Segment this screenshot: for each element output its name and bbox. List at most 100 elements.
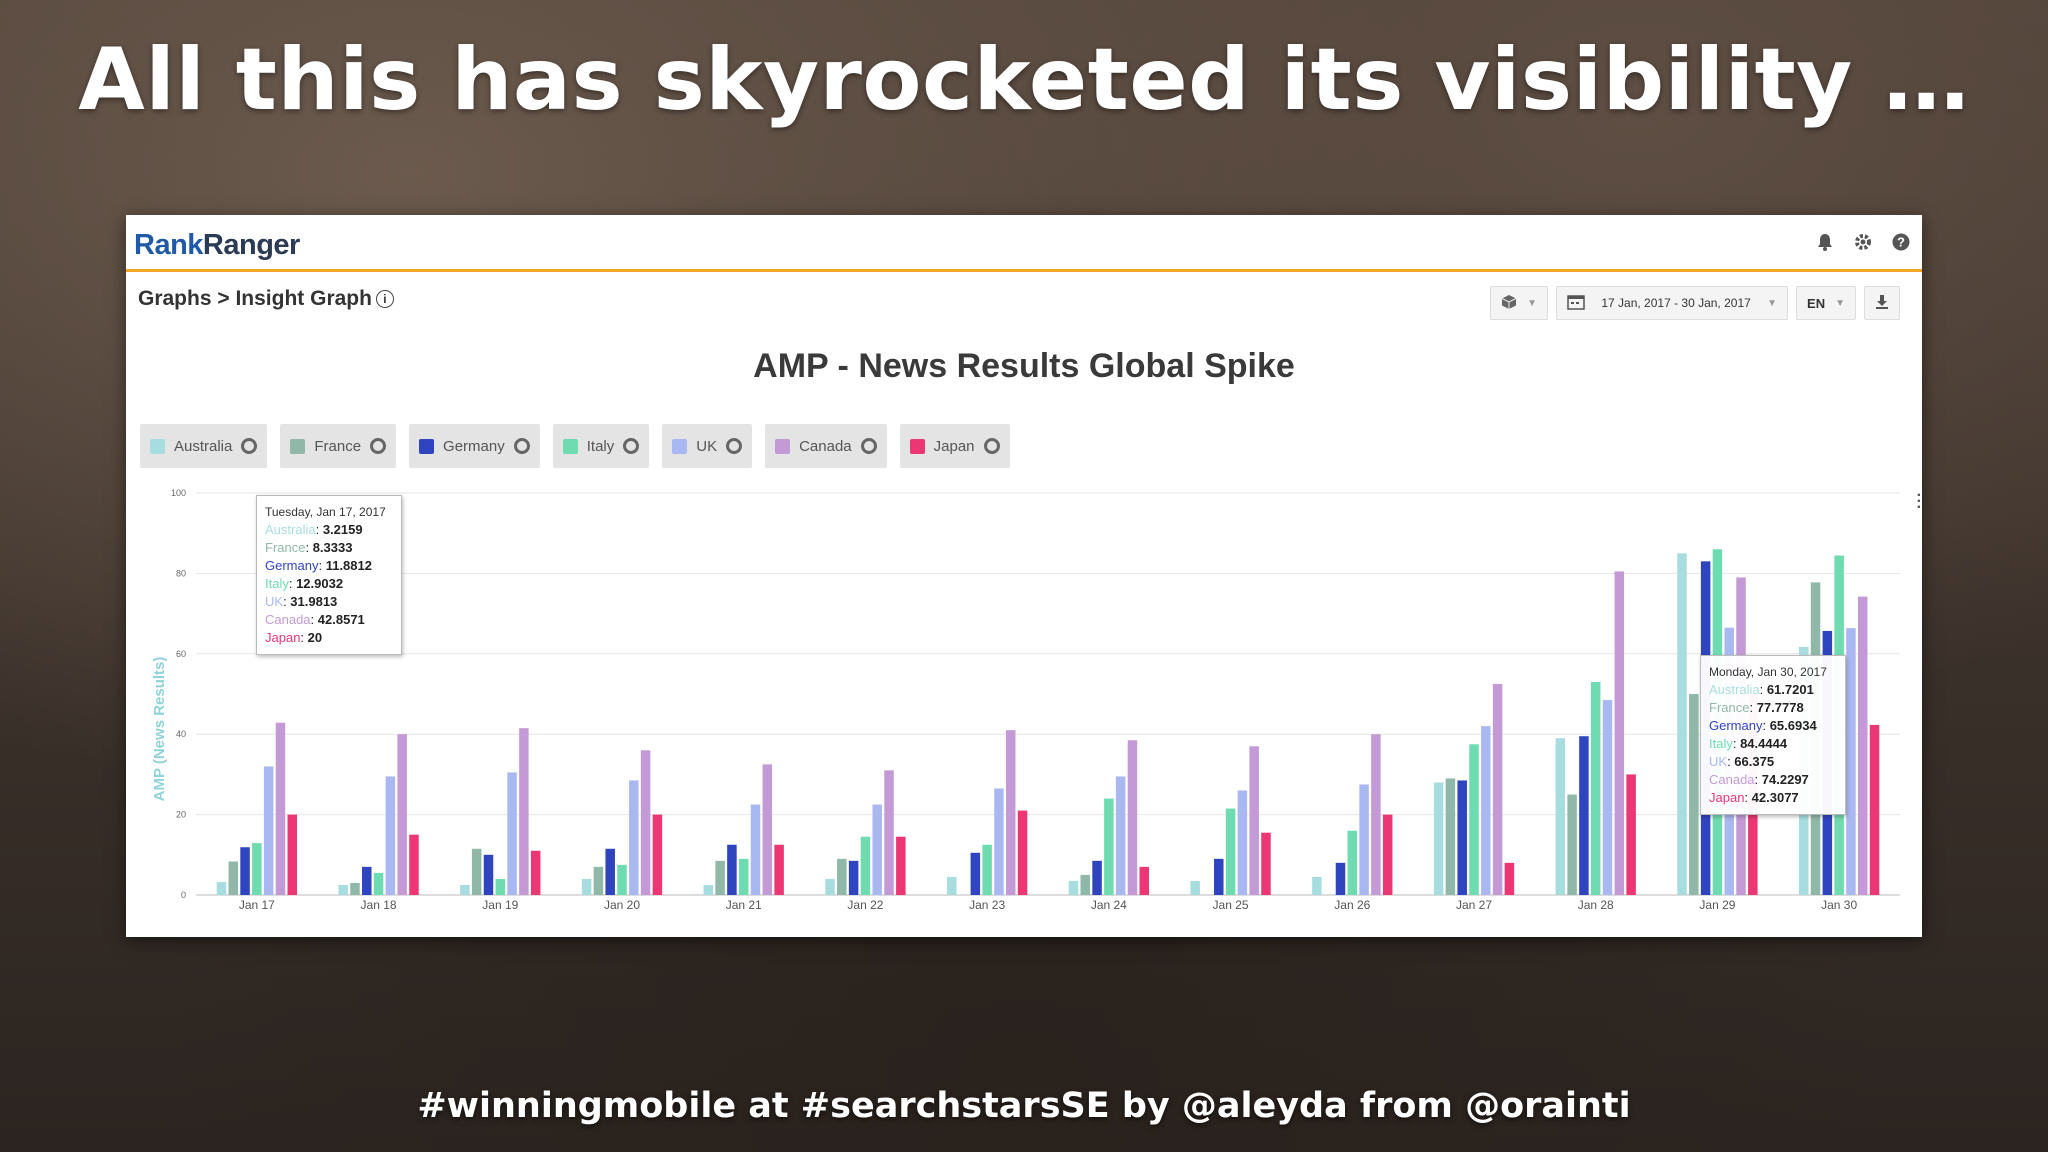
gear-icon[interactable] [860,438,877,454]
tooltip-row: Japan: 20 [265,629,393,647]
bar-australia-jan-25 [1190,880,1200,895]
legend-item-italy[interactable]: Italy [552,424,650,468]
tooltip-label: Australia [1709,682,1760,697]
bar-canada-jan-27 [1492,683,1503,895]
bar-australia-jan-18 [338,884,348,895]
bar-france-jan-18 [350,882,360,895]
bar-uk-jan-26 [1359,784,1369,895]
tooltip-row: Japan: 42.3077 [1709,789,1837,807]
gear-icon[interactable] [241,438,258,454]
tooltip-value: 42.8571 [317,612,365,627]
info-icon[interactable]: i [375,290,394,309]
tooltip-value: 42.3077 [1751,790,1799,805]
legend-item-france[interactable]: France [280,424,397,468]
tooltip-separator: : [1759,682,1767,697]
tooltip-label: Canada [265,612,311,627]
legend-label: Canada [799,437,852,455]
legend-swatch [775,438,791,454]
bar-japan-jan-30 [1869,724,1880,895]
tooltip-value: 77.7778 [1756,700,1804,715]
bar-france-jan-27 [1445,778,1456,895]
bar-germany-jan-19 [483,854,494,895]
download-button[interactable] [1864,286,1900,320]
x-tick-label: Jan 30 [1821,898,1857,912]
x-tick-label: Jan 23 [969,898,1005,912]
tooltip-value: 66.375 [1734,754,1775,769]
x-tick-label: Jan 28 [1578,898,1614,912]
bar-japan-jan-25 [1261,832,1271,895]
language-select[interactable]: EN ▼ [1796,286,1856,320]
tooltip-date: Tuesday, Jan 17, 2017 [265,505,386,519]
legend-swatch [909,438,925,454]
bar-germany-jan-24 [1092,860,1102,895]
legend-swatch [150,438,165,454]
bar-uk-jan-24 [1115,776,1126,895]
tooltip-row: Canada: 74.2297 [1709,771,1837,789]
bar-australia-jan-23 [946,876,957,895]
tooltip-separator: : [1744,790,1752,805]
bar-japan-jan-24 [1139,866,1150,895]
bar-uk-jan-19 [507,772,517,895]
help-icon[interactable]: ? [1890,231,1912,253]
x-tick-label: Jan 29 [1699,898,1735,912]
legend-item-australia[interactable]: Australia [140,424,268,468]
bar-italy-jan-26 [1347,830,1358,895]
legend-swatch [419,438,435,454]
cube-dropdown[interactable]: ▼ [1490,286,1549,320]
rankranger-logo[interactable]: RankRanger [134,229,300,262]
chart-menu-icon[interactable]: · · · [1916,487,1922,516]
svg-text:?: ? [1897,235,1905,250]
y-tick-label: 100 [171,488,186,498]
gear-icon[interactable] [623,438,640,454]
y-tick-label: 20 [176,810,186,820]
bar-italy-jan-23 [982,844,992,895]
gear-icon[interactable] [726,438,743,454]
x-tick-label: Jan 18 [361,898,397,912]
bar-australia-jan-20 [581,878,592,895]
bar-germany-jan-18 [362,866,372,895]
tooltip-row: UK: 66.375 [1709,753,1837,771]
tooltip-separator: : [1732,736,1741,751]
gear-icon[interactable] [370,438,387,454]
tooltip-separator: : [283,594,291,609]
bar-japan-jan-28 [1626,774,1636,895]
tooltip-separator: : [300,630,308,645]
tooltip-label: Canada [1709,772,1755,787]
tooltip-separator: : [1749,700,1757,715]
bar-australia-jan-24 [1068,880,1079,895]
bar-germany-jan-23 [970,852,981,895]
tooltip-row: Australia: 3.2159 [265,521,393,539]
legend-label: France [314,437,362,455]
bar-australia-jan-26 [1312,876,1322,895]
bar-uk-jan-25 [1237,790,1248,895]
legend-item-canada[interactable]: Canada [765,424,887,468]
bar-italy-jan-22 [860,836,871,895]
gear-icon[interactable] [983,438,1000,454]
bar-canada-jan-18 [397,734,407,895]
bar-canada-jan-21 [762,764,773,895]
gear-icon[interactable] [1852,231,1874,253]
chart-legend: Australia France Germany Italy UK Canada Japan [140,424,1010,468]
legend-item-germany[interactable]: Germany [409,424,540,468]
gear-icon[interactable] [513,438,530,454]
legend-label: UK [696,437,718,455]
header-icons: ? [1814,231,1912,253]
bell-icon[interactable] [1814,231,1836,253]
tooltip-row: France: 8.3333 [265,539,393,557]
tooltip-label: France [265,540,306,555]
bar-uk-jan-27 [1481,726,1491,895]
tooltip-separator: : [315,522,323,537]
legend-item-uk[interactable]: UK [662,424,753,468]
bar-canada-jan-24 [1127,740,1138,895]
legend-label: Japan [933,437,975,455]
bar-canada-jan-28 [1614,571,1625,895]
app-header: RankRanger ? [126,215,1922,272]
bar-uk-jan-28 [1602,700,1613,895]
tooltip-label: Germany [1709,718,1763,733]
tooltip-separator: : [305,540,313,555]
bar-uk-jan-17 [263,766,274,895]
x-tick-label: Jan 25 [1213,898,1249,912]
cube-icon [1501,294,1517,313]
date-range-picker[interactable]: 17 Jan, 2017 - 30 Jan, 2017 ▼ [1556,286,1789,320]
legend-item-japan[interactable]: Japan [899,424,1010,468]
